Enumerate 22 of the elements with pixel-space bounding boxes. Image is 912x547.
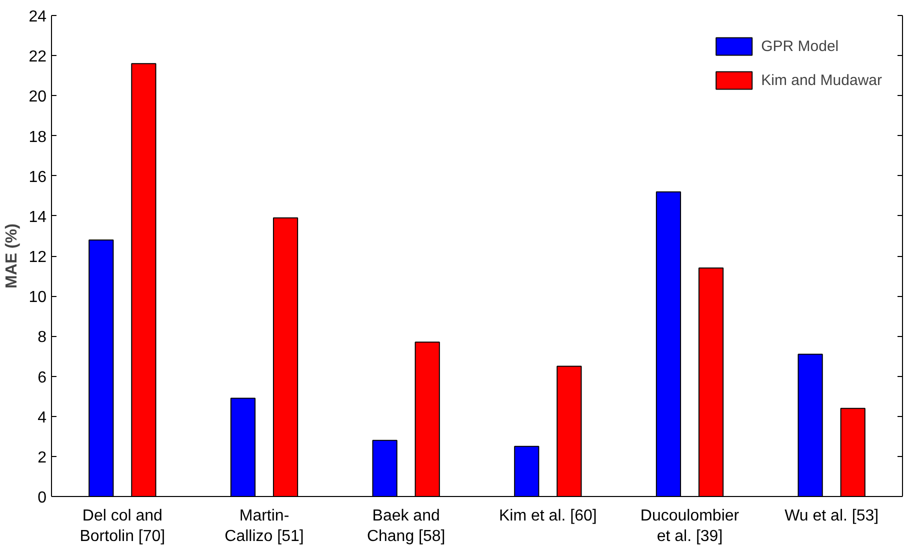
x-tick-label: Del col and Bortolin [70] [80, 508, 166, 545]
y-tick-label: 4 [38, 409, 47, 426]
y-tick-label: 6 [38, 369, 47, 386]
legend-label: GPR Model [761, 38, 839, 54]
y-tick-label: 14 [28, 208, 47, 226]
y-tick-label: 18 [28, 128, 47, 146]
y-tick-label: 0 [38, 490, 47, 506]
x-tick-label: Kim et al. [60] [499, 508, 597, 524]
x-tick-label: Wu et al. [53] [784, 508, 879, 524]
y-tick-label: 10 [28, 289, 47, 306]
y-tick-label: 22 [28, 48, 47, 66]
y-tick-label: 12 [28, 249, 47, 266]
y-tick-label: 20 [28, 88, 47, 106]
x-tick-label: Martin- Callizo [51] [224, 508, 304, 545]
y-tick-label: 16 [28, 168, 47, 186]
y-tick-label: 2 [38, 449, 47, 466]
x-tick-label: Baek and Chang [58] [366, 508, 446, 545]
legend-label: Kim and Mudawar [761, 72, 882, 88]
x-tick-label: Ducoulombier et al. [39] [640, 508, 740, 545]
y-axis-title: MAE (%) [4, 224, 21, 288]
y-tick-label: 8 [38, 329, 47, 346]
y-tick-label: 24 [28, 8, 47, 26]
